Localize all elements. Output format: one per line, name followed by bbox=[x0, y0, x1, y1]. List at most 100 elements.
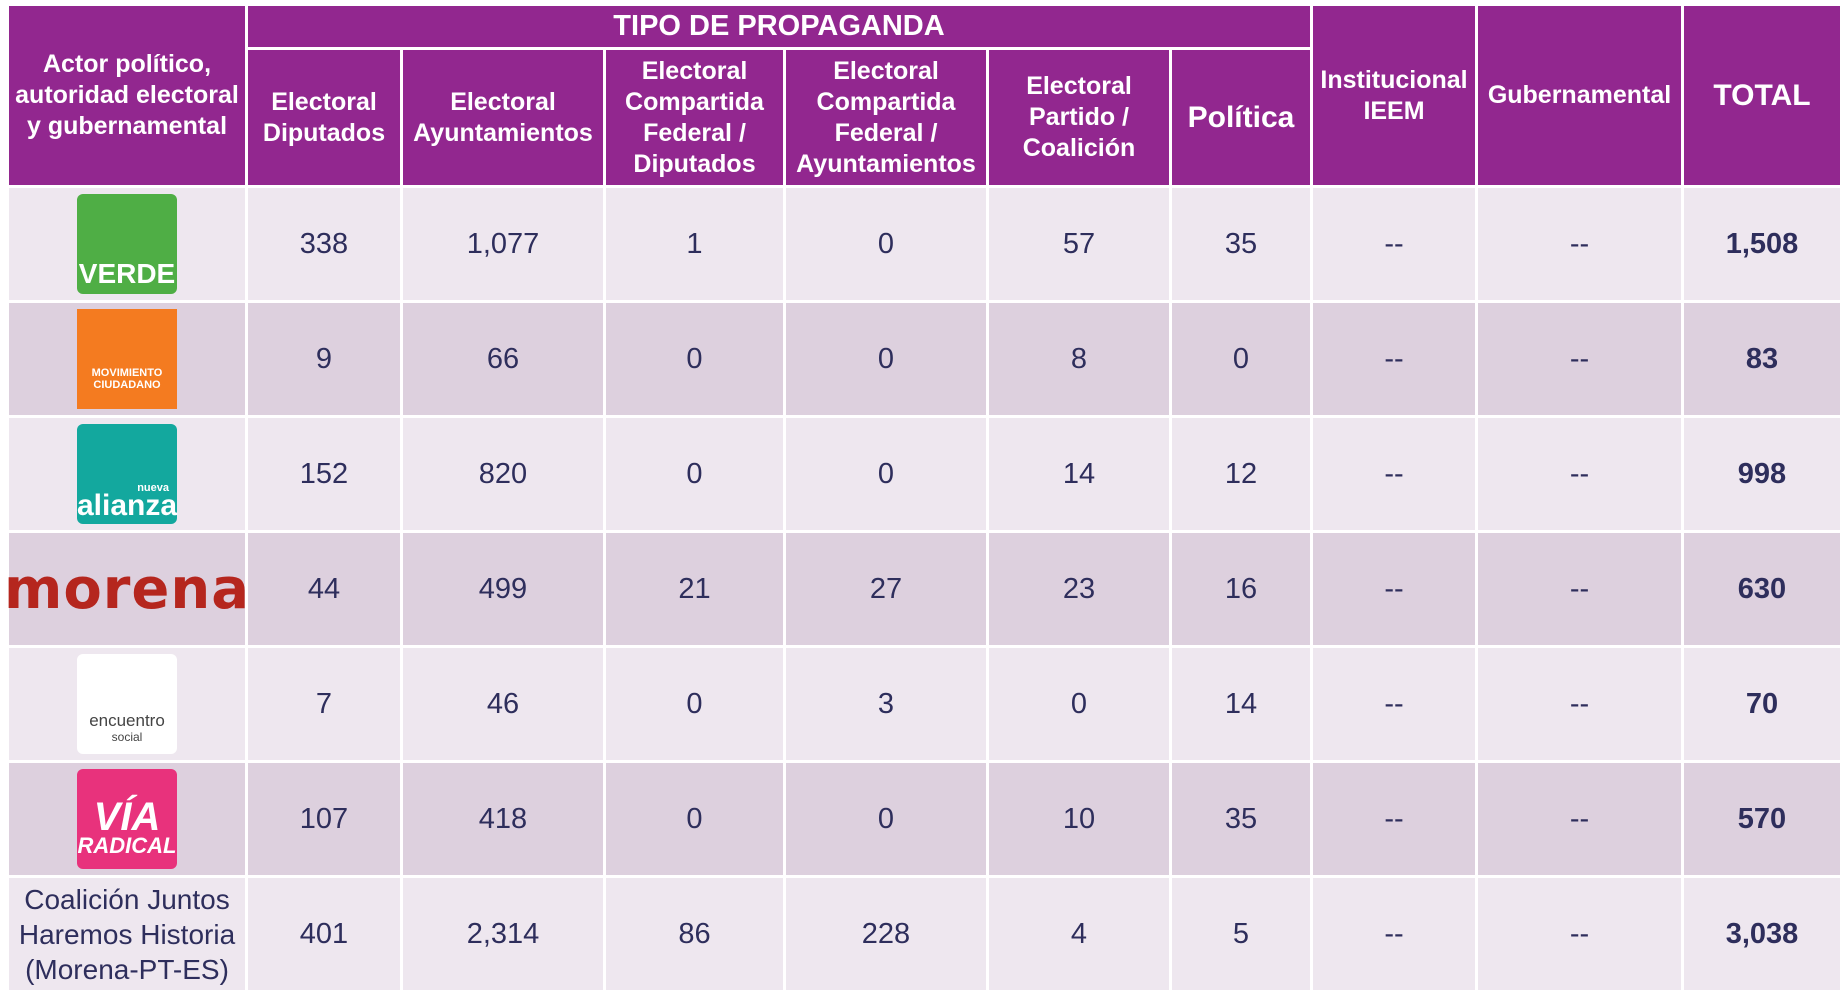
value-cell: 10 bbox=[986, 760, 1172, 878]
value-cell: 107 bbox=[245, 760, 403, 878]
value-cell: 1,077 bbox=[400, 185, 606, 303]
value-cell: 0 bbox=[986, 645, 1172, 763]
logo-text: VERDE bbox=[78, 258, 176, 289]
actor-cell: morena bbox=[4, 530, 249, 648]
value-cell: 0 bbox=[783, 760, 989, 878]
column-header: Electoral Partido / Coalición bbox=[986, 47, 1172, 188]
gubernamental-cell: -- bbox=[1475, 415, 1684, 533]
logo-text: VÍA bbox=[93, 795, 161, 839]
value-cell: 0 bbox=[603, 760, 786, 878]
value-cell: 66 bbox=[400, 300, 606, 418]
total-cell: 70 bbox=[1681, 645, 1843, 763]
party-logo: VERDE bbox=[77, 194, 177, 294]
value-cell: 2,314 bbox=[400, 875, 606, 993]
value-cell: 8 bbox=[986, 300, 1172, 418]
header-row: Actor político, autoridad electoral y gu… bbox=[6, 3, 1843, 188]
gubernamental-cell: -- bbox=[1475, 760, 1684, 878]
column-header: Electoral Ayuntamientos bbox=[400, 47, 606, 188]
gubernamental-cell: -- bbox=[1475, 875, 1684, 993]
actor-header: Actor político, autoridad electoral y gu… bbox=[6, 3, 248, 188]
value-cell: 23 bbox=[986, 530, 1172, 648]
logo-text: MOVIMIENTO bbox=[91, 367, 163, 379]
logo-text: encuentro bbox=[89, 711, 165, 730]
value-cell: 9 bbox=[245, 300, 403, 418]
total-cell: 570 bbox=[1681, 760, 1843, 878]
logo-text: CIUDADANO bbox=[93, 379, 161, 391]
logo-text: social bbox=[111, 730, 143, 744]
actor-label: Coalición Juntos Haremos Historia (Moren… bbox=[18, 883, 236, 985]
institucional-cell: -- bbox=[1310, 185, 1478, 303]
value-cell: 401 bbox=[245, 875, 403, 993]
party-logo: nueva alianza bbox=[77, 424, 177, 524]
data-row: MOVIMIENTO CIUDADANO 9 66 0 0 8 0 -- -- 83 bbox=[6, 300, 1843, 418]
data-row: encuentro social 7 46 0 3 0 14 -- -- 70 bbox=[6, 645, 1843, 763]
data-row: Coalición Juntos Haremos Historia (Moren… bbox=[6, 875, 1843, 993]
party-logo: encuentro social bbox=[77, 654, 177, 754]
data-row: nueva alianza 152 820 0 0 14 12 -- -- 998 bbox=[6, 415, 1843, 533]
value-cell: 0 bbox=[603, 645, 786, 763]
value-cell: 820 bbox=[400, 415, 606, 533]
column-header: Electoral Compartida Federal / Diputados bbox=[603, 47, 786, 188]
value-cell: 35 bbox=[1169, 185, 1313, 303]
value-cell: 0 bbox=[783, 185, 989, 303]
actor-cell: nueva alianza bbox=[6, 415, 248, 533]
actor-cell: VERDE bbox=[6, 185, 248, 303]
logo-text: nueva bbox=[137, 482, 169, 494]
gubernamental-cell: -- bbox=[1475, 530, 1684, 648]
value-cell: 5 bbox=[1169, 875, 1313, 993]
value-cell: 27 bbox=[783, 530, 989, 648]
actor-cell: VÍA RADICAL bbox=[6, 760, 248, 878]
propaganda-table: Actor político, autoridad electoral y gu… bbox=[4, 3, 1843, 993]
total-cell: 1,508 bbox=[1681, 185, 1843, 303]
actor-cell: encuentro social bbox=[6, 645, 248, 763]
institucional-cell: -- bbox=[1310, 415, 1478, 533]
total-cell: 998 bbox=[1681, 415, 1843, 533]
value-cell: 338 bbox=[245, 185, 403, 303]
data-row: morena 44 499 21 27 23 16 -- -- 630 bbox=[4, 530, 1843, 648]
value-cell: 152 bbox=[245, 415, 403, 533]
logo-text: alianza bbox=[76, 489, 178, 522]
party-logo: MOVIMIENTO CIUDADANO bbox=[77, 309, 177, 409]
value-cell: 4 bbox=[986, 875, 1172, 993]
value-cell: 1 bbox=[603, 185, 786, 303]
value-cell: 44 bbox=[245, 530, 403, 648]
column-header: Electoral Compartida Federal / Ayuntamie… bbox=[783, 47, 989, 188]
tipo-header: TIPO DE PROPAGANDA bbox=[245, 3, 1313, 50]
value-cell: 228 bbox=[783, 875, 989, 993]
logo-text: morena bbox=[3, 556, 251, 622]
total-cell: 83 bbox=[1681, 300, 1843, 418]
value-cell: 0 bbox=[783, 300, 989, 418]
gubernamental-cell: -- bbox=[1475, 185, 1684, 303]
column-header: Política bbox=[1169, 47, 1313, 188]
value-cell: 21 bbox=[603, 530, 786, 648]
party-logo: morena bbox=[4, 557, 249, 622]
header-row: Electoral Diputados Electoral Ayuntamient… bbox=[8, 47, 1842, 188]
value-cell: 418 bbox=[400, 760, 606, 878]
value-cell: 35 bbox=[1169, 760, 1313, 878]
total-cell: 3,038 bbox=[1681, 875, 1843, 993]
value-cell: 46 bbox=[400, 645, 606, 763]
value-cell: 14 bbox=[986, 415, 1172, 533]
total-header: TOTAL bbox=[1681, 3, 1843, 188]
value-cell: 0 bbox=[1169, 300, 1313, 418]
value-cell: 0 bbox=[603, 415, 786, 533]
value-cell: 16 bbox=[1169, 530, 1313, 648]
gubernamental-header: Gubernamental bbox=[1475, 3, 1684, 188]
value-cell: 499 bbox=[400, 530, 606, 648]
value-cell: 3 bbox=[783, 645, 989, 763]
value-cell: 12 bbox=[1169, 415, 1313, 533]
institucional-cell: -- bbox=[1310, 875, 1478, 993]
logo-text: RADICAL bbox=[77, 833, 177, 858]
value-cell: 57 bbox=[986, 185, 1172, 303]
value-cell: 0 bbox=[603, 300, 786, 418]
institucional-header: Institucional IEEM bbox=[1310, 3, 1478, 188]
data-row: VÍA RADICAL 107 418 0 0 10 35 -- -- 570 bbox=[6, 760, 1843, 878]
institucional-cell: -- bbox=[1310, 645, 1478, 763]
actor-cell: MOVIMIENTO CIUDADANO bbox=[6, 300, 248, 418]
value-cell: 0 bbox=[783, 415, 989, 533]
gubernamental-cell: -- bbox=[1475, 645, 1684, 763]
data-row: VERDE 338 1,077 1 0 57 35 -- -- 1,508 bbox=[6, 185, 1843, 303]
institucional-cell: -- bbox=[1310, 300, 1478, 418]
institucional-cell: -- bbox=[1310, 530, 1478, 648]
